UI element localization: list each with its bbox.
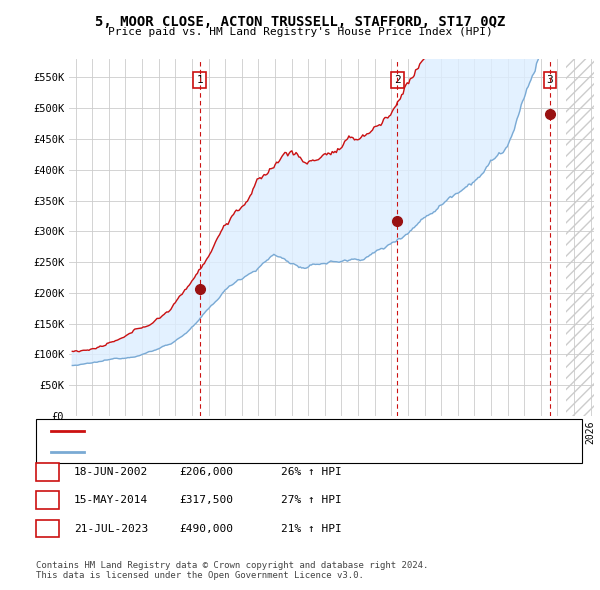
Text: Contains HM Land Registry data © Crown copyright and database right 2024.
This d: Contains HM Land Registry data © Crown c… [36,560,428,580]
Text: 21% ↑ HPI: 21% ↑ HPI [281,524,341,533]
Text: 5, MOOR CLOSE, ACTON TRUSSELL, STAFFORD, ST17 0QZ (detached house): 5, MOOR CLOSE, ACTON TRUSSELL, STAFFORD,… [90,427,478,436]
Text: Price paid vs. HM Land Registry's House Price Index (HPI): Price paid vs. HM Land Registry's House … [107,27,493,37]
Text: 3: 3 [547,75,553,85]
Text: 1: 1 [196,75,203,85]
Text: 15-MAY-2014: 15-MAY-2014 [74,496,148,505]
Text: £490,000: £490,000 [179,524,233,533]
Text: 27% ↑ HPI: 27% ↑ HPI [281,496,341,505]
Text: 26% ↑ HPI: 26% ↑ HPI [281,467,341,477]
Text: 18-JUN-2002: 18-JUN-2002 [74,467,148,477]
Text: 1: 1 [44,467,51,477]
Bar [566,59,594,416]
Text: HPI: Average price, detached house, South Staffordshire: HPI: Average price, detached house, Sout… [90,447,413,457]
Text: £206,000: £206,000 [179,467,233,477]
Text: £317,500: £317,500 [179,496,233,505]
Text: 3: 3 [44,524,51,533]
Text: 2: 2 [44,496,51,505]
Text: 21-JUL-2023: 21-JUL-2023 [74,524,148,533]
Text: 5, MOOR CLOSE, ACTON TRUSSELL, STAFFORD, ST17 0QZ: 5, MOOR CLOSE, ACTON TRUSSELL, STAFFORD,… [95,15,505,29]
Text: 2: 2 [394,75,401,85]
